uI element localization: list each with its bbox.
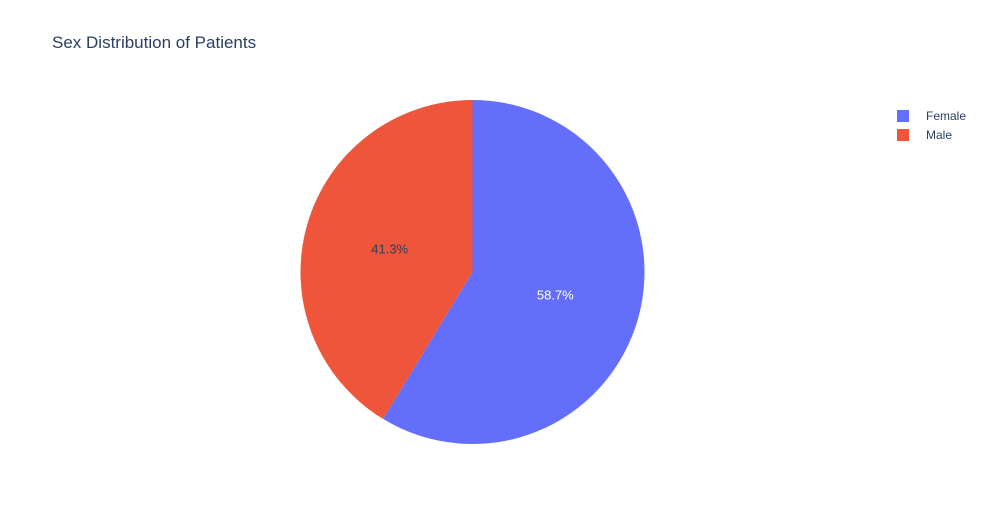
legend-swatch-female bbox=[897, 109, 909, 122]
pie-slice-male[interactable] bbox=[300, 100, 473, 419]
chart-title: Sex Distribution of Patients bbox=[52, 33, 257, 52]
pie-slice-female[interactable] bbox=[383, 100, 645, 444]
legend-label-female: Female bbox=[926, 108, 967, 123]
legend: Female Male bbox=[897, 106, 966, 144]
legend-item-female[interactable]: Female bbox=[897, 106, 966, 125]
legend-item-male[interactable]: Male bbox=[897, 125, 966, 144]
legend-swatch-male bbox=[897, 128, 909, 141]
legend-label-male: Male bbox=[926, 127, 953, 142]
